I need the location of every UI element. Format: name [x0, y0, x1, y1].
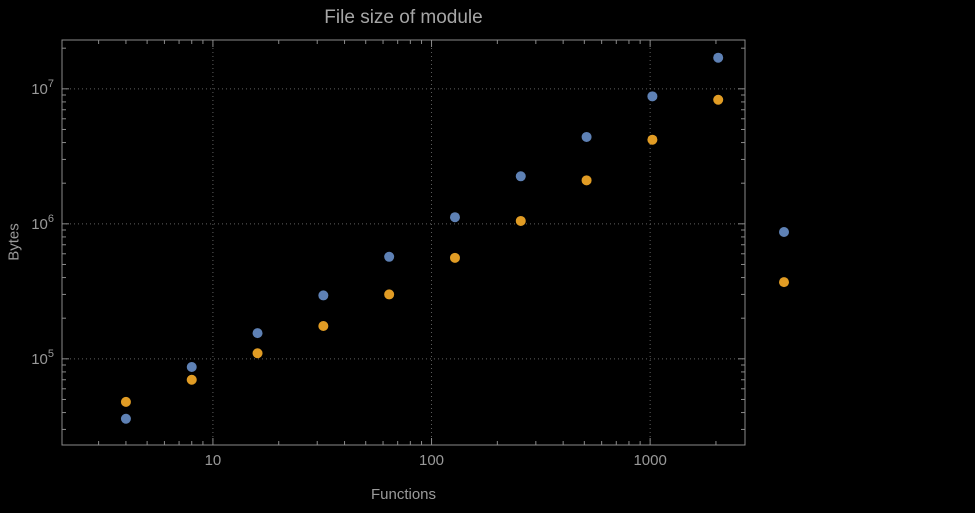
y-tick-label: 105 [31, 348, 54, 368]
data-point [120, 396, 131, 407]
data-point [186, 374, 197, 385]
data-point [252, 328, 263, 339]
x-tick-label: 10 [205, 452, 222, 469]
x-tick-label: 100 [419, 452, 444, 469]
data-point [449, 212, 460, 223]
data-point [120, 413, 131, 424]
plot-frame [61, 39, 746, 446]
data-point [515, 215, 526, 226]
data-point [318, 321, 329, 332]
data-point [713, 52, 724, 63]
data-point [384, 289, 395, 300]
data-point [186, 361, 197, 372]
y-tick-label: 106 [31, 213, 54, 233]
data-point [647, 91, 658, 102]
data-point [515, 171, 526, 182]
x-axis-label: Functions [370, 486, 437, 503]
data-point [713, 94, 724, 105]
data-point [581, 131, 592, 142]
data-point [384, 251, 395, 262]
data-point [581, 175, 592, 186]
data-point [252, 348, 263, 359]
data-point [779, 277, 790, 288]
chart-title: File size of module [324, 7, 483, 28]
data-point [647, 134, 658, 145]
x-tick-label: 1000 [633, 452, 666, 469]
y-tick-label: 107 [31, 78, 54, 98]
data-point [449, 252, 460, 263]
data-point [779, 226, 790, 237]
data-point [318, 290, 329, 301]
